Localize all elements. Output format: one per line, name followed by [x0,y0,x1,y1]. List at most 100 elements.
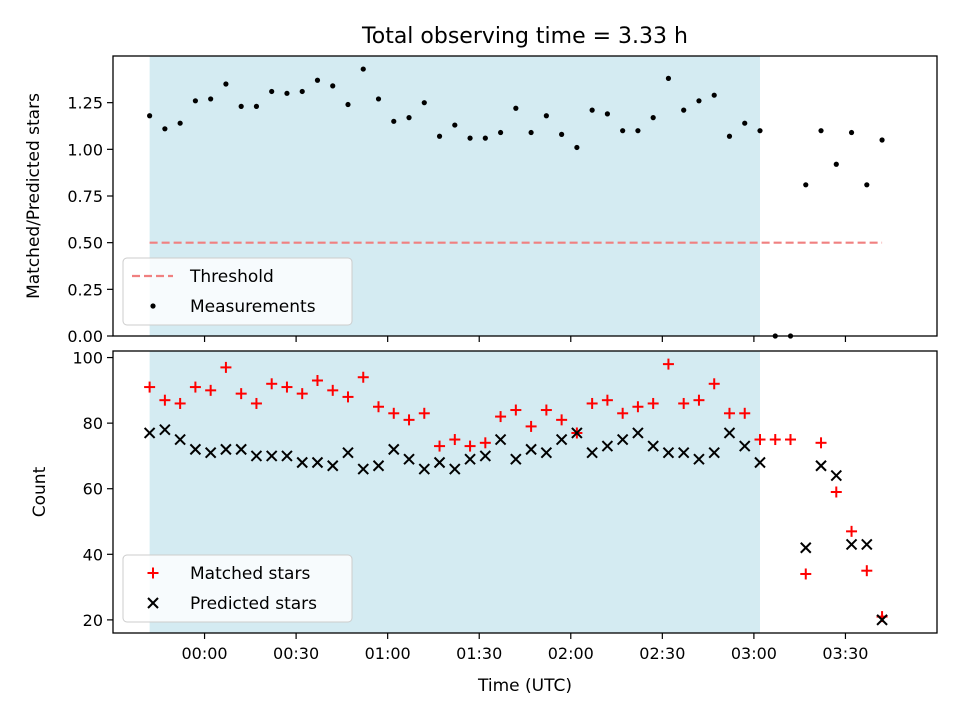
predicted-star-point [159,423,171,436]
y-tick-label: 40 [83,545,103,564]
predicted-star-point [815,460,827,472]
predicted-star-point [418,463,430,475]
legend-predicted-swatch [147,597,159,609]
x-tick-label: 02:00 [548,644,594,663]
matched-star-point [235,388,247,400]
x-tick-label: 03:30 [822,644,868,663]
y-tick-label: 80 [83,414,103,433]
measurement-point [269,88,275,95]
predicted-star-point [586,446,598,459]
matched-star-point [174,397,186,409]
measurement-point [467,135,473,141]
matched-star-point [403,414,415,426]
predicted-star-point [677,446,690,459]
bottom-y-axis-label: Count [30,466,50,517]
legend: Matched stars Predicted stars [122,554,353,623]
predicted-star-point [754,456,766,469]
x-tick-label: 01:30 [456,644,502,663]
matched-star-point [525,420,537,432]
matched-star-point [785,434,797,446]
measurement-point [253,103,260,109]
measurement-point [238,103,244,109]
predicted-star-point [433,456,446,469]
top-panel: 0.00 0.25 0.50 0.75 1.00 1.25 Threshold Measure… [67,55,938,346]
measurement-point [833,161,839,167]
measurement-point [421,100,427,106]
measurement-point [742,120,748,126]
matched-star-point [861,565,873,577]
predicted-star-point [357,463,369,475]
predicted-star-point [845,538,858,551]
measurement-point [452,122,458,128]
predicted-star-point [830,469,842,482]
measurement-point [757,128,763,134]
predicted-star-point [372,460,385,472]
matched-star-point [586,397,598,409]
predicted-star-point [342,446,354,459]
predicted-star-point [250,450,263,462]
y-tick-label: 20 [83,611,103,630]
matched-star-point [327,384,339,396]
predicted-star-point [540,446,553,459]
matched-star-point [449,434,461,446]
measurement-point [604,111,611,117]
matched-star-point [800,568,812,580]
measurement-point [879,137,885,143]
matched-star-point [815,437,827,449]
matched-star-point [464,440,476,452]
matched-star-point [708,378,720,390]
predicted-star-point [143,427,156,439]
measurement-point [223,81,229,87]
predicted-star-point [479,450,492,462]
predicted-star-point [265,450,278,462]
measurement-point [818,128,824,134]
predicted-star-point [449,463,461,475]
y-tick-label: 60 [83,480,103,499]
predicted-star-point [388,443,400,456]
predicted-star-point [510,453,522,465]
predicted-star-point [220,443,232,456]
matched-star-point [357,371,369,383]
matched-star-point [540,404,552,416]
measurement-point [726,133,733,139]
measurement-point [406,115,412,121]
predicted-star-point [571,427,583,439]
predicted-star-point [876,614,888,626]
legend-matched-swatch [147,567,159,579]
predicted-star-point [601,440,614,452]
legend-label: Predicted stars [190,594,317,614]
predicted-star-point [632,427,644,439]
matched-star-point [754,434,766,446]
measurement-point [299,88,305,95]
predicted-star-point [555,433,568,446]
matched-star-point [250,397,262,409]
legend: Threshold Measurements [122,257,353,326]
measurement-point [284,90,290,96]
predicted-star-point [800,542,812,554]
y-tick-label: 0.50 [67,234,103,253]
predicted-star-point [861,538,873,551]
measurement-point [208,96,214,102]
legend-box [122,257,353,326]
measurement-point [162,126,168,132]
predicted-star-point [281,450,293,462]
matched-star-point [846,525,858,537]
top-y-axis-label: Matched/Predicted stars [24,93,44,299]
predicted-star-point [739,440,751,452]
y-tick-label: 100 [72,349,103,368]
matched-star-point [434,440,446,452]
predicted-star-point [311,456,324,469]
predicted-star-point [693,453,705,465]
legend-label: Matched stars [190,564,310,584]
legend-measurement-swatch [150,303,156,309]
legend-label: Measurements [190,297,316,317]
matched-star-point [388,407,400,419]
matched-star-point [144,381,156,393]
measurement-point [696,98,702,104]
measurement-point [147,113,153,119]
x-tick-label: 00:30 [273,644,319,663]
x-tick-label: 00:00 [182,644,228,663]
matched-star-point [830,486,842,498]
x-tick-label: 03:00 [731,644,777,663]
matched-star-point [556,414,568,426]
